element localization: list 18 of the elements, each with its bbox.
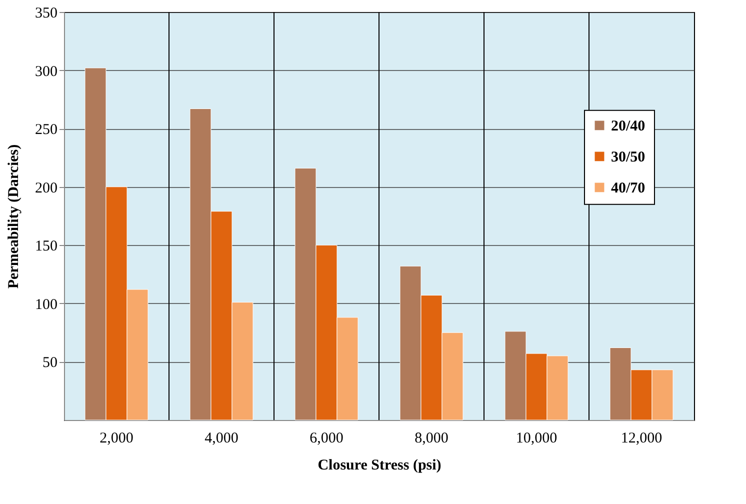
x-tick-label: 2,000: [100, 430, 134, 446]
y-tick-label: 300: [35, 64, 58, 80]
legend-label: 20/40: [611, 118, 646, 134]
x-tick-label: 10,000: [516, 430, 558, 446]
y-tick-label: 250: [35, 122, 58, 138]
x-tick-label: 4,000: [204, 430, 238, 446]
y-tick-label: 350: [35, 6, 58, 22]
x-tick-label: 8,000: [414, 430, 448, 446]
y-tick-label: 150: [35, 238, 58, 255]
y-axis-title: Permeability (Darcies): [6, 144, 22, 289]
y-tick-label: 50: [42, 355, 58, 372]
x-tick-label: 6,000: [310, 430, 344, 446]
y-tick-label: 200: [35, 180, 58, 196]
y-tick-label: 100: [35, 296, 58, 313]
x-tick-label: 12,000: [620, 430, 662, 446]
legend-label: 40/70: [611, 180, 646, 196]
legend-label: 30/50: [611, 149, 646, 166]
x-axis-title: Closure Stress (psi): [318, 458, 442, 474]
